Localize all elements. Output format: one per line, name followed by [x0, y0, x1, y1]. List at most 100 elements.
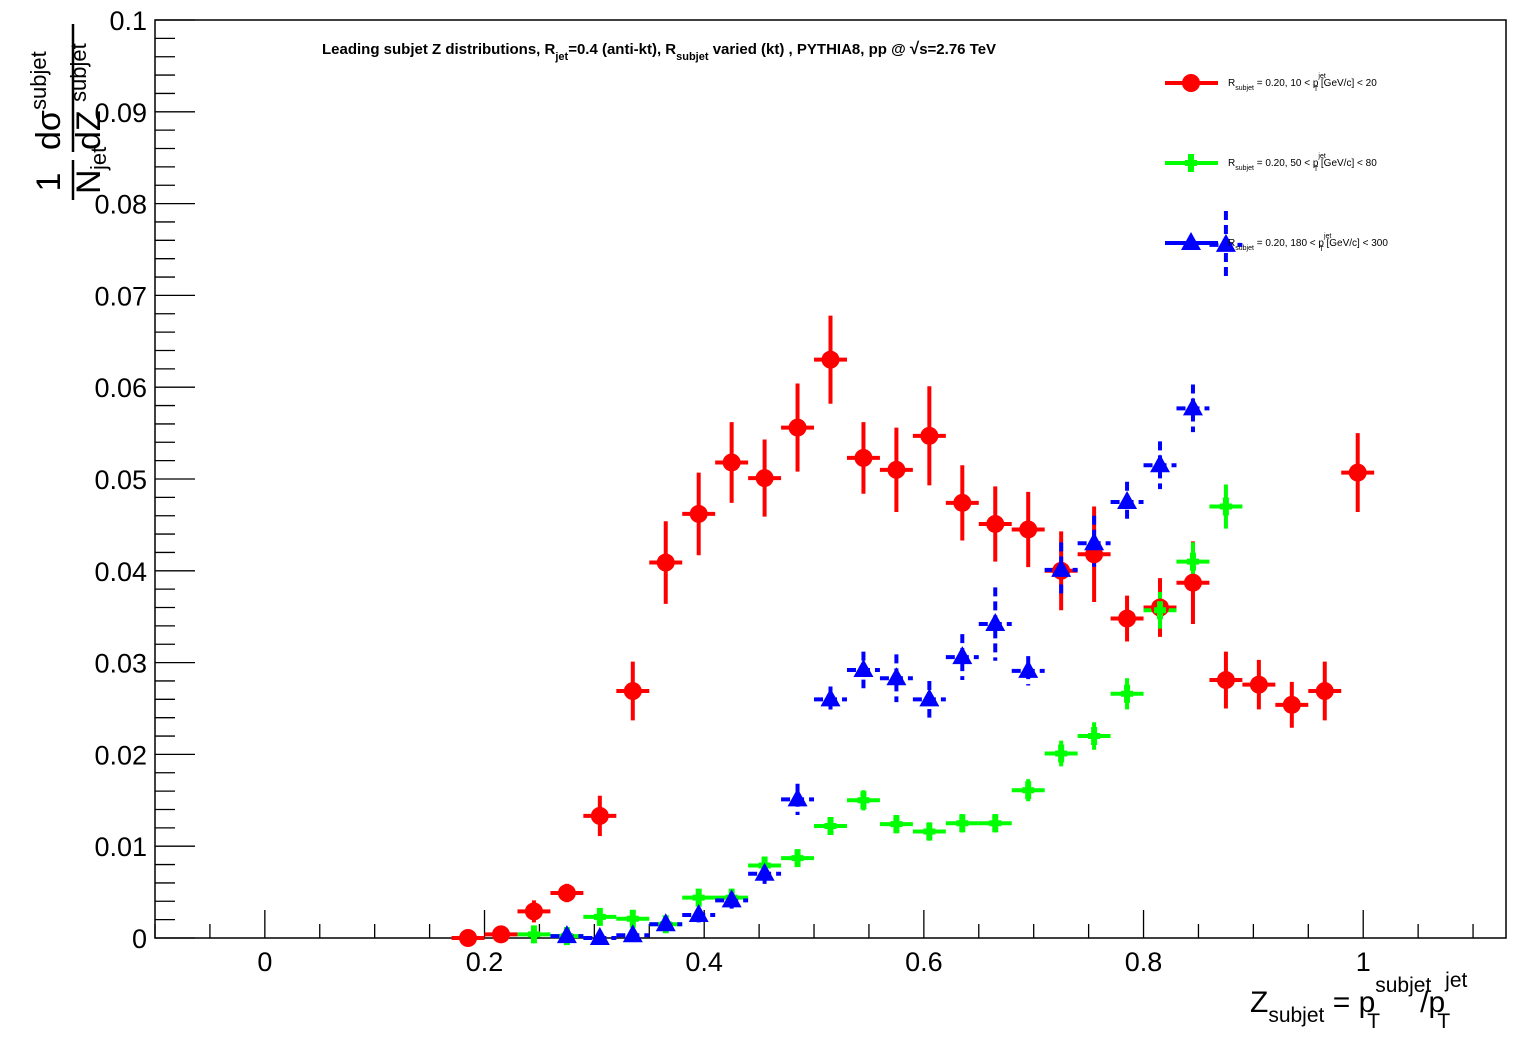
data-point: [1022, 781, 1035, 800]
legend-marker: [1181, 232, 1201, 250]
svg-text:dσ: dσ: [30, 110, 68, 150]
data-point: [1315, 682, 1334, 701]
data-point: [1186, 552, 1199, 571]
legend-item: Rsubjet = 0.20, 10 < pjet T [GeV/c] < 20: [1165, 73, 1377, 93]
data-point: [655, 913, 676, 932]
data-point: [788, 418, 807, 437]
legend-item: Rsubjet = 0.20, 180 < pjet T [GeV/c] < 30…: [1165, 232, 1388, 253]
data-point: [1154, 601, 1167, 620]
y-tick-label: 0.08: [94, 190, 147, 220]
data-point: [989, 814, 1002, 833]
data-point: [820, 688, 841, 707]
data-point: [688, 904, 709, 923]
data-point: [1118, 609, 1137, 628]
y-tick-label: 0.09: [94, 98, 147, 128]
data-point: [857, 791, 870, 810]
data-point: [854, 448, 873, 467]
x-axis-title: Zsubjet = psubjet T/pjet T: [1250, 969, 1468, 1033]
legend-label: Rsubjet = 0.20, 180 < pjet T [GeV/c] < 30…: [1228, 233, 1388, 253]
y-tick-label: 0.04: [94, 557, 147, 587]
data-point: [824, 817, 837, 836]
axes-layer: 0 0.01 0.02 0.03 0.04 0.05 0.06 0.07 0.08 0.09 0.1…: [94, 6, 1507, 977]
data-point: [923, 822, 936, 841]
y-tick-label: 0.03: [94, 649, 147, 679]
data-point: [887, 460, 906, 479]
svg-text:subjet: subjet: [66, 43, 91, 102]
data-point: [527, 925, 540, 944]
legend-marker: [1182, 74, 1200, 92]
data-point: [1019, 520, 1038, 539]
x-tick-label: 0.2: [466, 947, 504, 977]
data-point: [557, 884, 576, 903]
data-point: [953, 493, 972, 512]
y-tick-label: 0.06: [94, 373, 147, 403]
data-point: [623, 682, 642, 701]
y-tick-label: 0.02: [94, 740, 147, 770]
data-point: [1219, 497, 1232, 516]
data-point: [886, 667, 907, 686]
svg-text:1: 1: [30, 173, 68, 192]
data-point: [491, 925, 510, 944]
y-tick-label: 0.05: [94, 465, 147, 495]
chart-title: Leading subjet Z distributions, Rjet=0.4…: [322, 39, 996, 63]
data-point: [952, 646, 973, 665]
data-point: [721, 889, 742, 908]
data-point: [755, 469, 774, 488]
data-point: [590, 806, 609, 825]
data-point: [1215, 233, 1236, 252]
data-point: [524, 902, 543, 921]
data-point: [1216, 671, 1235, 690]
y-tick-label: 0.07: [94, 281, 147, 311]
legend-label: Rsubjet = 0.20, 50 < pjet T [GeV/c] < 80: [1228, 153, 1377, 173]
data-point: [722, 453, 741, 472]
data-point: [689, 504, 708, 523]
data-point: [890, 815, 903, 834]
data-point: [593, 907, 606, 926]
x-tick-label: 1: [1356, 947, 1371, 977]
legend-label: Rsubjet = 0.20, 10 < pjet T [GeV/c] < 20: [1228, 73, 1377, 93]
svg-text:N: N: [70, 169, 108, 194]
data-point: [986, 514, 1005, 533]
data-point: [956, 814, 969, 833]
data-point: [1117, 490, 1138, 509]
y-axis-title: 1 N jet dσ subjet dZ subjet: [26, 24, 111, 200]
data-point: [692, 888, 705, 907]
x-tick-label: 0.4: [685, 947, 723, 977]
data-point: [791, 849, 804, 868]
data-point: [622, 924, 643, 943]
data-point: [459, 929, 478, 947]
data-point: [1282, 695, 1301, 714]
y-tick-label: 0: [132, 924, 147, 954]
data-point: [1249, 675, 1268, 694]
data-point: [626, 909, 639, 928]
data-point: [754, 862, 775, 881]
markers-layer: [459, 233, 1367, 947]
y-tick-label: 0.1: [109, 6, 147, 36]
svg-text:dZ: dZ: [70, 110, 108, 150]
data-point: [1088, 727, 1101, 746]
data-point: [1051, 558, 1072, 577]
data-point: [656, 553, 675, 572]
data-point: [556, 925, 577, 944]
data-point: [919, 688, 940, 707]
x-tick-label: 0.8: [1125, 947, 1163, 977]
data-point: [853, 658, 874, 677]
x-tick-label: 0.6: [905, 947, 943, 977]
data-point: [1121, 684, 1134, 703]
x-tick-label: 0: [257, 947, 272, 977]
data-point: [1348, 463, 1367, 482]
legend: Rsubjet = 0.20, 10 < pjet T [GeV/c] < 20 R…: [1165, 73, 1388, 253]
data-point: [787, 788, 808, 807]
data-point: [1182, 397, 1203, 416]
data-point: [1084, 532, 1105, 551]
y-tick-label: 0.01: [94, 832, 147, 862]
svg-text:jet: jet: [86, 147, 111, 171]
svg-text:subjet: subjet: [26, 51, 51, 110]
data-point: [985, 613, 1006, 632]
data-point: [1055, 744, 1068, 763]
legend-marker: [1185, 154, 1197, 172]
legend-item: Rsubjet = 0.20, 50 < pjet T [GeV/c] < 80: [1165, 153, 1377, 173]
data-point: [920, 426, 939, 445]
